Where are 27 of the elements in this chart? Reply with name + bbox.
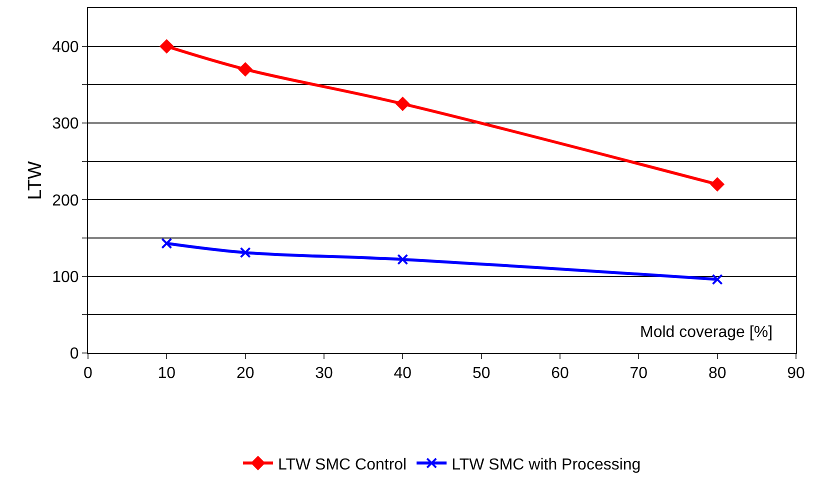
point (396, 96, 410, 111)
point (240, 247, 251, 258)
x-tick-label: 60 (551, 365, 569, 382)
x-tick-label: 90 (787, 365, 805, 382)
point (397, 254, 408, 265)
x-tick-label: 10 (158, 365, 176, 382)
y-tick-label: 100 (52, 268, 79, 286)
x-tick-label: 50 (472, 365, 490, 382)
point (238, 62, 252, 76)
legend-label: LTW SMC with Processing (452, 456, 641, 474)
y-tick-label: 200 (52, 192, 79, 210)
y-tick-label: 400 (52, 38, 79, 56)
x-tick-label: 40 (394, 365, 412, 382)
point (710, 177, 724, 192)
y-tick-label: 0 (70, 346, 79, 363)
point (160, 39, 174, 54)
y-axis-title: LTW (24, 161, 46, 200)
x-tick-label: 80 (708, 365, 726, 382)
legend-label: LTW SMC Control (278, 456, 407, 474)
point (712, 274, 723, 285)
x-tick-label: 0 (84, 365, 93, 382)
y-tick-label: 300 (52, 116, 79, 133)
point (161, 238, 172, 249)
x-tick-label: 30 (315, 365, 333, 382)
x-tick-label: 70 (630, 365, 648, 382)
x-axis-title: Mold coverage [%] (640, 324, 773, 341)
x-tick-label: 20 (236, 365, 254, 382)
